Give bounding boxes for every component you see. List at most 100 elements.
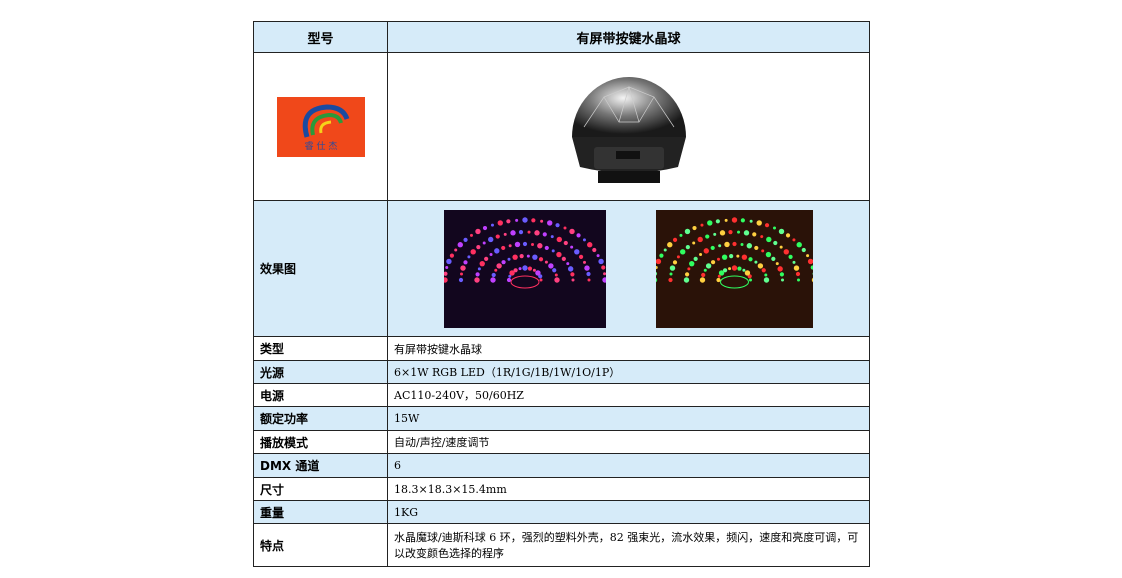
light-dot (722, 267, 727, 272)
light-dot (478, 266, 482, 270)
light-dot (506, 218, 511, 223)
light-dot (576, 232, 581, 238)
light-dot (519, 229, 524, 234)
light-dot (583, 237, 587, 241)
light-dot (537, 242, 543, 248)
light-dot (475, 271, 480, 276)
light-dot (556, 251, 562, 257)
light-dot (544, 245, 550, 250)
logo-text: 睿 仕 杰 (304, 140, 337, 152)
light-dot (655, 258, 661, 264)
light-dot (719, 229, 725, 236)
light-dot (742, 268, 746, 272)
light-dot (522, 216, 528, 223)
light-dot (463, 259, 468, 264)
light-dot (540, 219, 544, 223)
light-dot (491, 272, 497, 277)
light-dot (679, 248, 686, 254)
light-dot (717, 274, 721, 278)
light-dot (507, 257, 511, 261)
light-dot (555, 273, 559, 277)
spec-row: 尺寸 18.3×18.3×15.4mm (253, 477, 870, 501)
light-dot (444, 276, 448, 283)
light-dot (563, 226, 567, 230)
logo: 睿 仕 杰 (276, 96, 365, 157)
light-dot (463, 237, 468, 242)
light-dot (583, 260, 587, 264)
light-dot (796, 278, 800, 281)
light-dot (519, 253, 525, 258)
light-dot (748, 256, 753, 261)
light-dot (602, 276, 607, 283)
light-dot (770, 256, 776, 261)
light-dot (705, 262, 712, 269)
light-dot (672, 259, 677, 264)
light-dot (512, 253, 519, 260)
light-dot (779, 245, 783, 249)
light-dot (703, 247, 709, 254)
light-dot (724, 241, 730, 247)
light-dot (584, 264, 590, 271)
spec-table: 型号 有屏带按键水晶球 睿 仕 杰 效果图 (253, 21, 870, 567)
light-dot (556, 236, 563, 242)
light-dot (457, 241, 464, 247)
light-dot (454, 248, 458, 251)
row-value: 有屏带按键水晶球 (387, 336, 870, 361)
light-dot (444, 271, 448, 276)
light-dot (761, 267, 766, 272)
light-dot (765, 236, 772, 242)
spec-row: 特点 水晶魔球/迪斯科球 6 环，强烈的塑料外壳，82 强束光，流水效果，频闪，速… (253, 523, 870, 567)
light-dot (570, 271, 575, 276)
light-dot (700, 223, 704, 227)
light-dot (527, 254, 531, 258)
light-dot (527, 230, 531, 234)
light-dot (684, 228, 690, 234)
light-dot (474, 276, 480, 283)
light-dot (579, 254, 584, 259)
light-dot (736, 254, 740, 258)
light-dot (587, 278, 591, 281)
light-dot (703, 268, 707, 272)
light-dot (596, 253, 600, 257)
light-dot (467, 254, 471, 258)
light-dot (731, 216, 737, 223)
light-dot (764, 222, 769, 227)
light-dot (510, 229, 516, 236)
light-dot (780, 278, 784, 281)
row-label: 尺寸 (253, 477, 388, 501)
light-dot (496, 262, 503, 269)
row-label: 类型 (253, 336, 388, 361)
light-dot (495, 233, 501, 239)
light-dot (460, 271, 464, 275)
light-dot (763, 276, 769, 283)
light-dot (548, 262, 554, 269)
row-value: 15W (387, 406, 870, 431)
light-dot (716, 277, 721, 282)
light-dot (460, 264, 466, 271)
light-dot (788, 254, 793, 259)
spec-row: 光源 6×1W RGB LED（1R/1G/1B/1W/1O/1P） (253, 360, 870, 384)
light-dot (515, 241, 521, 247)
row-label: DMX 通道 (253, 453, 388, 478)
light-dot (445, 265, 449, 269)
light-dot (508, 243, 512, 247)
logo-cell: 睿 仕 杰 (253, 52, 388, 201)
spec-row: 类型 有屏带按键水晶球 (253, 336, 870, 361)
light-dot (724, 218, 728, 222)
row-value: 自动/声控/速度调节 (387, 430, 870, 454)
light-dot (494, 268, 498, 272)
light-dot (554, 276, 560, 283)
light-dot (655, 265, 658, 269)
light-dot (490, 276, 496, 283)
spec-row: DMX 通道 6 (253, 453, 870, 478)
light-dot (792, 260, 796, 264)
light-dot (515, 218, 519, 222)
light-dot (570, 245, 574, 249)
light-dot (732, 241, 737, 246)
spec-row: 电源 AC110-240V，50/60HZ (253, 383, 870, 407)
light-dot (494, 247, 500, 254)
light-dot (507, 277, 512, 282)
light-dot (760, 248, 764, 252)
light-dot (727, 266, 731, 270)
